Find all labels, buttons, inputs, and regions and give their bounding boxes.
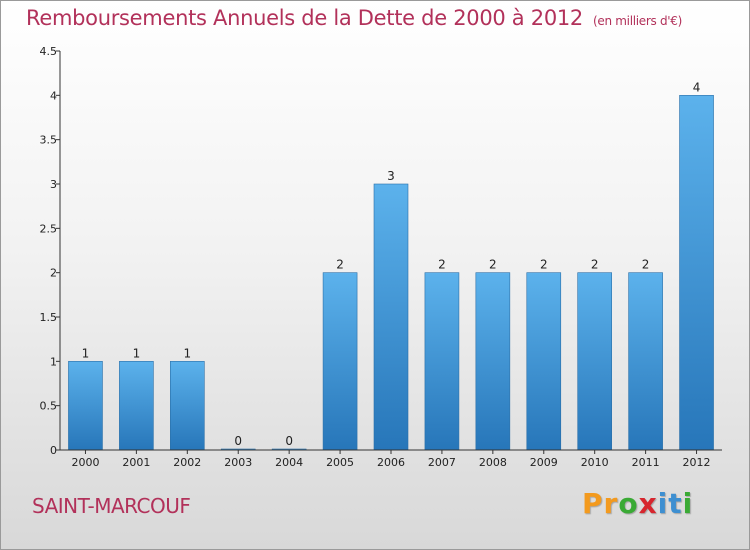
x-tick-label-2005: 2005: [326, 456, 354, 469]
x-tick-label-2003: 2003: [224, 456, 252, 469]
logo-letter: t: [668, 487, 683, 520]
y-tick-label-4: 4: [50, 89, 57, 102]
value-label-2005: 2: [336, 258, 344, 272]
x-tick-label-2006: 2006: [377, 456, 405, 469]
bar-2012: [679, 95, 714, 451]
y-tick-label-0: 0: [50, 444, 57, 457]
x-tick-label-2000: 2000: [71, 456, 99, 469]
value-label-2003: 0: [234, 434, 242, 448]
x-tick-label-2002: 2002: [173, 456, 201, 469]
y-tick-label-3: 3: [50, 178, 57, 191]
value-label-2006: 3: [387, 169, 395, 183]
x-tick-label-2001: 2001: [122, 456, 150, 469]
bar-2011: [628, 272, 663, 451]
logo-letter: i: [657, 487, 669, 520]
value-label-2000: 1: [82, 346, 90, 360]
bar-2010: [577, 272, 612, 451]
x-tick-label-2011: 2011: [632, 456, 660, 469]
value-label-2001: 1: [133, 346, 141, 360]
value-label-2010: 2: [591, 258, 599, 272]
logo-letter: i: [682, 487, 694, 520]
value-label-2004: 0: [285, 434, 293, 448]
y-tick-label-1.5: 1.5: [40, 311, 58, 324]
bar-2001: [119, 361, 154, 451]
y-tick-label-3.5: 3.5: [40, 134, 58, 147]
logo-letter: x: [638, 487, 658, 520]
value-label-2012: 4: [693, 80, 701, 94]
y-tick-label-1: 1: [50, 355, 57, 368]
y-tick-label-2: 2: [50, 267, 57, 280]
bar-2009: [526, 272, 562, 451]
x-tick-label-2009: 2009: [530, 456, 558, 469]
bar-2007: [424, 272, 460, 451]
bar-2005: [322, 272, 358, 451]
x-tick-label-2010: 2010: [581, 456, 609, 469]
x-tick-label-2012: 2012: [683, 456, 711, 469]
value-label-2011: 2: [642, 258, 650, 272]
x-tick-label-2004: 2004: [275, 456, 303, 469]
bar-2002: [170, 361, 205, 451]
value-label-2009: 2: [540, 258, 548, 272]
logo-letter: P: [582, 487, 604, 520]
chart-title: Remboursements Annuels de la Dette de 20…: [26, 6, 682, 30]
value-label-2008: 2: [489, 258, 497, 272]
x-tick-label-2007: 2007: [428, 456, 456, 469]
x-tick-label-2008: 2008: [479, 456, 507, 469]
y-tick-label-2.5: 2.5: [40, 222, 58, 235]
bar-2008: [475, 272, 511, 451]
value-label-2007: 2: [438, 258, 446, 272]
logo-letter: o: [618, 487, 639, 520]
proxiti-logo: Proxiti: [582, 487, 693, 520]
commune-name: SAINT-MARCOUF: [32, 494, 191, 518]
bar-2006: [373, 183, 409, 451]
logo-letter: r: [603, 487, 619, 520]
chart-unit-note: (en milliers d'€): [593, 14, 683, 28]
y-tick-label-0.5: 0.5: [40, 400, 58, 413]
chart-title-text: Remboursements Annuels de la Dette de 20…: [26, 6, 583, 30]
y-tick-label-4.5: 4.5: [40, 45, 58, 58]
value-label-2002: 1: [183, 346, 191, 360]
bar-2000: [68, 361, 103, 451]
